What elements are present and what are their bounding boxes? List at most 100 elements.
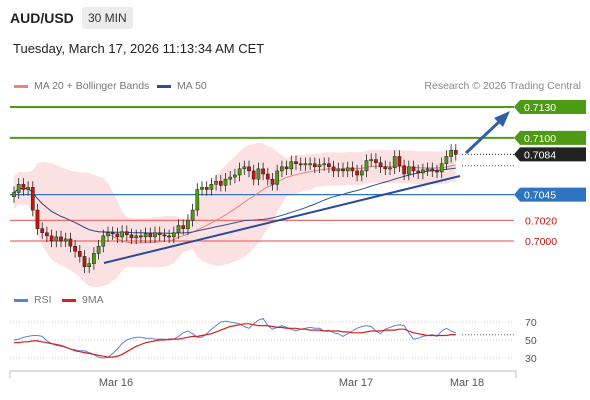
ma20-swatch [14,84,28,88]
rsi-label: RSI [34,294,52,306]
candle-body [73,245,77,252]
chart-header: AUD/USD 30 MIN [0,0,590,36]
candle-body [106,232,110,237]
candle-body [54,236,59,242]
candle-body [449,150,453,157]
candle-body [251,170,256,180]
candle-body [143,233,148,238]
candle-body [284,166,289,170]
rsi-tick-30: 30 [525,353,537,365]
price-tag-0.7045-bg [514,187,586,202]
candle-body [16,184,21,193]
candle-body [115,233,120,238]
candle-body [298,163,303,166]
candle-body [336,168,341,172]
candle-body [49,235,54,242]
candle-body [402,165,406,175]
price-tag-0.7000: 0.7000 [525,236,557,248]
candle-body [397,156,402,167]
candle-body [77,251,82,257]
bullish-arrow-shaft [464,119,502,155]
candle-body [430,168,435,172]
candle-body [312,163,317,168]
candle-body [256,168,261,180]
rsi-tick-50: 50 [525,335,537,347]
candle-body [21,184,26,190]
bollinger-bands [14,142,456,288]
candle-body [341,168,345,172]
candle-body [30,187,35,211]
x-tick-1: Mar 17 [339,377,373,389]
candle-body [167,235,171,238]
candle-body [383,166,388,170]
support-trendline [103,175,461,264]
x-tick-2: Mar 18 [450,377,484,389]
candle-body [171,232,176,238]
price-tag-0.7084: 0.7084 [524,149,556,161]
candle-body [195,189,200,211]
candle-body [228,176,233,180]
candle-body [35,209,40,229]
price-tag-0.7020: 0.7020 [525,215,557,227]
rsi-ma-swatch [62,298,76,302]
candle-body [331,166,336,172]
price-tag-0.7130-bg [514,100,586,114]
candle-body [364,160,369,172]
candle-body [186,220,190,229]
candle-body [261,168,265,175]
candle-body [242,166,247,170]
timestamp: Tuesday, March 17, 2026 11:13:34 AM CET [13,41,265,56]
candle-body [350,167,355,172]
candle-body [289,161,294,170]
ma20-label: MA 20 + Bollinger Bands [34,80,150,92]
rsi-ma-line [14,323,456,358]
candle-body [87,263,92,268]
candle-body [270,178,275,185]
candle-body [406,166,411,175]
candle-body [359,170,364,176]
candle-body [322,163,327,166]
candle-body [26,187,30,190]
legend-ma50: MA 50 [157,80,207,92]
candle-body [378,162,383,168]
candle-body [223,178,228,186]
ma50-swatch [157,84,171,88]
candle-body [435,170,439,173]
symbol-title: AUD/USD [10,10,74,26]
candle-body [82,256,87,268]
candle-body [129,234,134,239]
candle-body [68,238,73,247]
credit-text: Research © 2026 Trading Central [424,80,581,92]
candle-body [388,167,392,170]
rsi-ma-label: 9MA [82,294,104,306]
timeframe-badge[interactable]: 30 MIN [82,7,133,29]
candle-body [120,231,124,238]
candle-body [157,232,162,236]
candle-body [247,166,251,172]
candle-body [139,235,143,238]
rsi-line [13,317,456,359]
candle-body [411,166,416,172]
candle-body [218,180,223,186]
ma50-line [13,167,456,234]
candle-body [317,164,322,168]
ma50-label: MA 50 [177,80,207,92]
candle-body [209,184,214,190]
candle-body [101,235,106,247]
candle-body [200,187,204,190]
candle-body [392,156,397,169]
rsi-tick-70: 70 [525,317,537,329]
candles [12,144,458,273]
candle-body [280,166,284,172]
candle-body [40,228,45,234]
candle-body [96,245,101,254]
candle-body [294,161,298,164]
candle-body [92,253,96,264]
legend-rsi: RSI [14,294,52,306]
candle-body [110,232,115,235]
price-tag-0.7130: 0.7130 [524,102,556,114]
candle-body [204,187,209,190]
candle-body [425,168,430,171]
candle-body [327,163,331,168]
